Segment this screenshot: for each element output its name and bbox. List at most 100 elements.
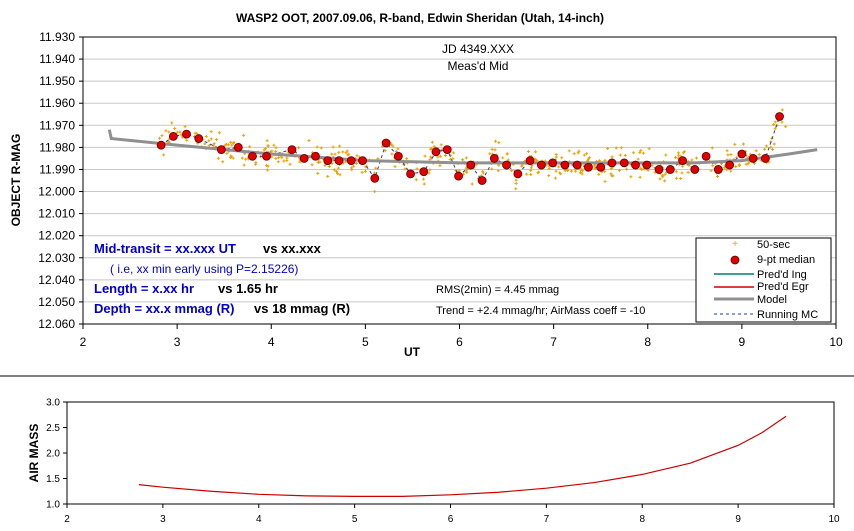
raw-data-point [690, 158, 694, 162]
raw-data-point [266, 144, 270, 148]
median-point [381, 138, 391, 148]
median-point [642, 160, 652, 170]
raw-data-point [514, 187, 518, 191]
legend-label-egr: Pred'd Egr [757, 281, 809, 293]
median-point [216, 145, 226, 154]
raw-data-point [618, 168, 622, 172]
raw-data-point [580, 172, 584, 176]
airmass-line [138, 415, 787, 497]
raw-data-point [323, 163, 327, 167]
median-point [596, 162, 606, 172]
raw-data-point [581, 169, 585, 173]
raw-data-point [710, 146, 714, 150]
raw-data-point [443, 153, 447, 157]
raw-data-point [242, 163, 246, 167]
raw-data-point [675, 170, 679, 174]
airmass-x-tick-label: 8 [639, 514, 645, 525]
median-point [560, 160, 570, 170]
raw-data-point [534, 150, 538, 154]
rms-annotation: RMS(2min) = 4.45 mmag [436, 284, 559, 296]
airmass-axis-label: AIR MASS [27, 424, 41, 483]
raw-data-point [347, 152, 351, 156]
median-point [182, 129, 191, 139]
median-point [419, 167, 429, 177]
raw-data-point [461, 158, 465, 162]
median-point [168, 131, 178, 141]
raw-data-point [647, 147, 651, 151]
raw-data-point [438, 164, 442, 168]
median-point [287, 145, 297, 154]
raw-data-point [465, 170, 469, 174]
raw-data-point [763, 147, 767, 151]
legend-box [695, 237, 832, 323]
meas-mid-annotation: Meas'd Mid [448, 59, 509, 73]
y-tick-label: 12.040 [38, 273, 75, 287]
raw-data-point [488, 152, 492, 156]
median-point [406, 169, 415, 179]
y-tick-label: 11.970 [39, 118, 75, 132]
raw-data-point [244, 157, 248, 161]
raw-data-point [514, 178, 518, 182]
raw-data-point [331, 145, 335, 149]
raw-data-point [248, 145, 252, 149]
raw-data-point [352, 164, 356, 168]
x-axis-label: UT [404, 345, 421, 359]
median-point [248, 151, 257, 161]
raw-data-point [619, 146, 623, 150]
raw-data-point [527, 149, 531, 153]
y-tick-label: 12.050 [38, 295, 75, 309]
raw-data-point [725, 149, 729, 153]
median-point [748, 154, 758, 163]
raw-data-point [204, 134, 208, 138]
raw-data-point [642, 151, 646, 155]
raw-data-point [470, 182, 474, 186]
raw-data-point [264, 163, 268, 167]
raw-data-point [232, 140, 236, 144]
median-point [572, 160, 582, 170]
raw-data-point [505, 152, 509, 156]
raw-data-point [355, 154, 359, 158]
top-y-ticks: 11.930 11.940 11.950 11.960 11.970 11.980 11.9… [38, 30, 83, 331]
y-tick-label: 11.950 [39, 74, 75, 88]
raw-data-point [439, 143, 443, 147]
airmass-y-tick-label: 3.0 [46, 398, 60, 409]
mid-transit-vs: vs xx.xxx [263, 241, 322, 256]
y-tick-label: 12.030 [38, 251, 75, 265]
median-point [477, 176, 487, 185]
raw-data-point [679, 176, 683, 180]
legend-label-ing: Pred'd Ing [757, 269, 807, 281]
raw-data-point [288, 162, 292, 166]
x-tick-label: 7 [550, 335, 557, 349]
raw-data-point [638, 151, 642, 155]
median-point [358, 156, 367, 166]
raw-data-point [490, 167, 494, 171]
raw-data-point [265, 168, 269, 172]
raw-data-point [553, 176, 557, 180]
raw-data-point [307, 138, 311, 142]
median-point [665, 165, 675, 174]
raw-data-point [764, 144, 768, 148]
raw-data-point [636, 157, 640, 161]
raw-data-point [383, 149, 387, 153]
raw-data-point [254, 162, 258, 166]
median-point [311, 151, 320, 161]
raw-data-point [506, 158, 510, 162]
x-tick-label: 3 [174, 335, 181, 349]
legend-marker-median [730, 255, 740, 265]
raw-data-point [772, 142, 776, 146]
raw-data-point [609, 172, 613, 176]
y-tick-label: 11.980 [39, 140, 75, 154]
raw-data-point [744, 162, 748, 166]
raw-data-point [335, 170, 339, 174]
raw-data-point [423, 154, 427, 158]
chart-title: WASP2 OOT, 2007.09.06, R-band, Edwin She… [236, 11, 604, 25]
median-point [761, 154, 770, 163]
raw-data-point [178, 130, 182, 134]
raw-data-point [606, 146, 610, 150]
airmass-y-tick-label: 1.0 [46, 500, 60, 511]
raw-data-point [494, 139, 498, 143]
median-point [346, 156, 356, 166]
raw-data-point [560, 156, 564, 160]
raw-data-point [610, 174, 614, 178]
raw-data-point [330, 152, 334, 156]
